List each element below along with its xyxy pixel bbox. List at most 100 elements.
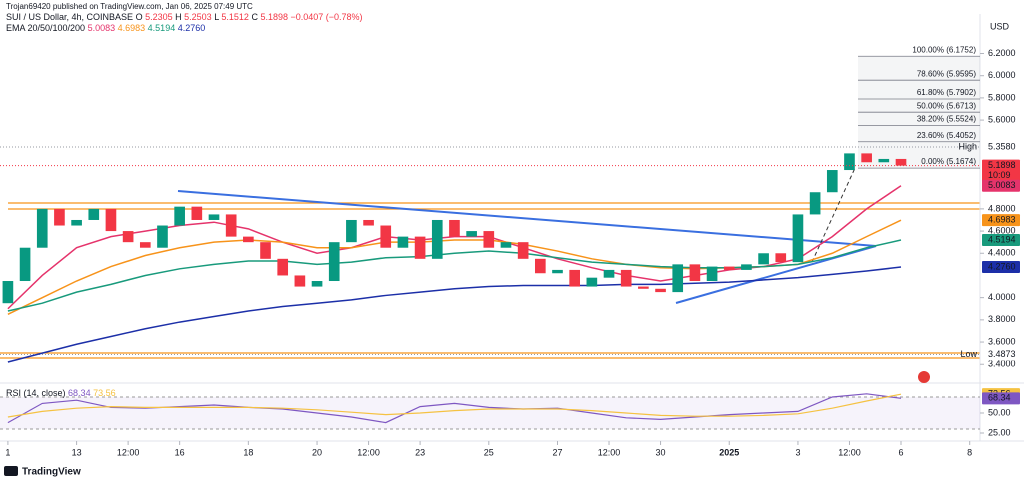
candle-body	[54, 208, 65, 226]
candle-body	[208, 214, 220, 220]
candle-body	[826, 170, 838, 193]
rsi-line	[7, 393, 902, 418]
ohlc-label: C	[251, 12, 258, 22]
x-tick-label: 6	[898, 447, 903, 457]
candle-body	[844, 153, 855, 171]
candle-body	[363, 219, 374, 226]
fib-label: 78.60% (5.9595)	[917, 69, 976, 78]
x-tick-label: 27	[552, 447, 562, 457]
candle-body	[655, 288, 666, 293]
x-tick-label: 2025	[719, 447, 739, 457]
ohlc-label: O	[136, 12, 143, 22]
y-tick-label: 25.00	[988, 427, 1011, 437]
countdown: 10:09	[988, 170, 1011, 180]
y-tick-label: 5.8000	[988, 92, 1016, 102]
candle-body	[414, 236, 426, 259]
ema-value: 4.6983	[118, 23, 146, 33]
ema-badge-value: 4.2760	[988, 261, 1016, 271]
y-tick-label: 6.2000	[988, 48, 1016, 58]
candle-body	[277, 258, 289, 276]
candle-body	[552, 269, 563, 274]
y-tick-label: 3.8000	[988, 314, 1016, 324]
candle-body	[534, 258, 546, 274]
rsi-badge	[982, 392, 1020, 405]
candle-body	[71, 219, 82, 226]
candle-body	[243, 236, 254, 243]
ohlc-value: 5.2305	[145, 12, 173, 22]
candle-body	[174, 206, 185, 226]
low-name: Low	[960, 349, 977, 359]
last-price-badge	[982, 159, 1020, 183]
ema-legend: EMA 20/50/100/200 5.0083 4.6983 4.5194 4…	[6, 23, 205, 33]
trendline	[177, 190, 877, 247]
low-badge-bg	[982, 348, 1020, 361]
change: −0.0407 (−0.78%)	[291, 12, 363, 22]
fib-label: 23.60% (5.4052)	[917, 131, 976, 140]
projection-arrow	[811, 167, 856, 263]
ema-badge-value: 4.6983	[988, 215, 1016, 225]
y-tick-label: 3.6000	[988, 336, 1016, 346]
x-tick-label: 23	[415, 447, 425, 457]
candle-body	[638, 286, 649, 289]
currency: USD	[990, 21, 1010, 31]
publisher: Trojan69420 published on TradingView.com…	[6, 2, 253, 11]
ema-badge	[982, 234, 1020, 247]
fib-label: 38.20% (5.5524)	[917, 114, 976, 123]
y-tick-label: 4.0000	[988, 292, 1016, 302]
ema-value: 4.2760	[178, 23, 206, 33]
rsi-title: RSI (14, close)	[6, 388, 66, 398]
fib-label: 100.00% (6.1752)	[912, 45, 976, 54]
x-tick-label: 12:00	[357, 447, 380, 457]
ema-line	[7, 266, 902, 363]
ema-badge-value: 4.5194	[988, 234, 1016, 244]
fib-label: 50.00% (5.6713)	[917, 101, 976, 110]
flag-icon[interactable]	[918, 371, 930, 383]
candle-body	[36, 208, 48, 248]
candle-body	[139, 242, 151, 248]
ema-badge	[982, 214, 1020, 227]
candle-body	[861, 153, 872, 163]
y-tick-label: 6.0000	[988, 70, 1016, 80]
candle-body	[569, 269, 580, 287]
candle-body	[809, 192, 821, 215]
ema-value: 5.0083	[88, 23, 116, 33]
y-tick-label: 50.00	[988, 407, 1011, 417]
logo-icon	[4, 466, 18, 476]
rsi-badge-value: 68.34	[988, 393, 1011, 403]
candle-body	[380, 225, 392, 248]
candle-body	[260, 242, 271, 259]
last-price-value: 5.1898	[988, 160, 1016, 170]
y-tick-label: 4.6000	[988, 225, 1016, 235]
y-tick-label: 5.6000	[988, 114, 1016, 124]
candle-body	[723, 266, 735, 270]
rsi-value: 73.56	[93, 388, 116, 398]
y-tick-label: 4.8000	[988, 203, 1016, 213]
candle-body	[586, 277, 598, 287]
candle-body	[449, 219, 460, 237]
x-tick-label: 8	[967, 447, 972, 457]
candle-body	[2, 281, 14, 304]
candle-body	[122, 231, 134, 243]
ohlc-value: 5.1898	[260, 12, 288, 22]
candle-body	[878, 158, 890, 163]
candle-body	[500, 242, 512, 248]
ema-badge	[982, 179, 1020, 192]
ema-badge-value: 5.0083	[988, 180, 1016, 190]
candle-body	[706, 266, 718, 282]
symbol: SUI / US Dollar, 4h, COINBASE	[6, 12, 133, 22]
ema-badge	[982, 261, 1020, 274]
y-tick-label: 4.4000	[988, 248, 1016, 258]
ohlc-label: L	[214, 12, 219, 22]
x-tick-label: 1	[5, 447, 10, 457]
candle-body	[483, 231, 495, 248]
y-tick-label: 3.4000	[988, 359, 1016, 369]
rsi-band	[0, 397, 980, 429]
x-tick-label: 30	[656, 447, 666, 457]
candle-body	[758, 253, 769, 265]
ema-line	[7, 239, 902, 312]
candle-body	[19, 247, 31, 282]
x-tick-label: 12:00	[838, 447, 861, 457]
candle-body	[603, 269, 615, 278]
